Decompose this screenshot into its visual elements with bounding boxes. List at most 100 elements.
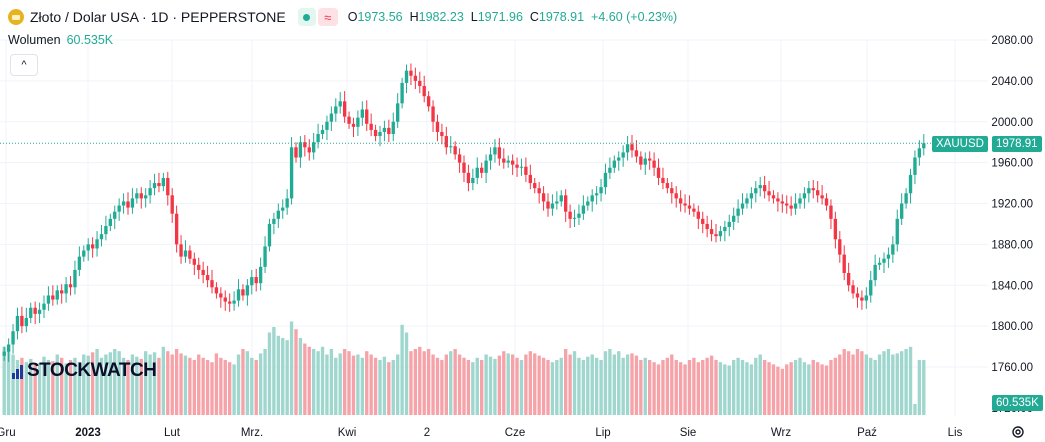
- time-tick-label: Gru: [0, 427, 16, 439]
- candle-body: [126, 201, 130, 208]
- volume-bar: [449, 351, 453, 415]
- candle-body: [312, 142, 316, 153]
- volume-bar: [528, 351, 532, 415]
- volume-bar: [550, 362, 555, 415]
- candle-body: [435, 121, 440, 132]
- candle-body: [652, 160, 656, 168]
- volume-tag: 60.535K: [992, 395, 1043, 411]
- volume-bar: [798, 357, 802, 415]
- candle-body: [188, 250, 192, 259]
- candle-body: [590, 195, 594, 202]
- candle-body: [316, 134, 320, 143]
- volume-bar: [639, 360, 643, 415]
- volume-bar: [46, 360, 51, 415]
- candle-body: [480, 167, 484, 173]
- volume-bar: [356, 354, 360, 415]
- candle-body: [276, 210, 280, 219]
- candle-body: [289, 147, 294, 199]
- candle-body: [608, 167, 612, 173]
- volume-bar: [37, 363, 42, 415]
- candle-body: [391, 121, 395, 135]
- volume-bar: [692, 357, 696, 415]
- volume-bar: [86, 355, 90, 415]
- candle-body: [117, 205, 121, 212]
- volume-bar: [329, 349, 334, 415]
- volume-bar: [895, 353, 899, 415]
- price-tick-label: 1800.00: [991, 321, 1033, 333]
- candle-body: [334, 106, 338, 114]
- symbol-title[interactable]: Złoto / Dolar USA · 1D · PEPPERSTONE: [30, 9, 286, 25]
- volume-bar: [723, 364, 727, 415]
- volume-bar: [281, 338, 285, 415]
- volume-bar: [418, 346, 422, 415]
- volume-bar: [55, 354, 59, 415]
- candle-body: [714, 234, 718, 237]
- time-axis: Gru 2023 Lut Mrz. Kwi 2 Cze Lip Sie Wrz Paź Lis: [0, 427, 963, 439]
- volume-bar: [687, 360, 692, 415]
- candle-body: [838, 239, 842, 255]
- volume-bar: [617, 351, 621, 415]
- time-tick-label: Cze: [505, 427, 525, 439]
- volume-bar: [488, 356, 493, 415]
- market-status-icon[interactable]: [297, 8, 316, 26]
- price-tick-label: 1920.00: [991, 199, 1033, 211]
- volume-bar: [767, 362, 771, 415]
- volume-bar: [811, 360, 815, 415]
- time-tick-label: Lip: [595, 427, 610, 439]
- candle-body: [365, 109, 369, 124]
- open-value: 1973.56: [357, 10, 403, 24]
- volume-bar: [396, 354, 400, 415]
- volume-bar: [502, 351, 506, 415]
- volume-bar: [11, 354, 15, 415]
- volume-bar: [780, 368, 784, 415]
- candle-body: [762, 185, 767, 192]
- volume-bar: [586, 356, 590, 415]
- collapse-button[interactable]: ^: [10, 54, 38, 76]
- volume-bar: [749, 364, 754, 415]
- volume-bar: [776, 366, 780, 415]
- candle-body: [484, 160, 488, 173]
- volume-bar: [183, 355, 188, 415]
- volume-bar: [625, 354, 630, 415]
- volume-bar: [24, 362, 28, 415]
- candle-body: [285, 198, 289, 208]
- candle-body: [33, 307, 37, 314]
- wave-icon[interactable]: ≈: [317, 8, 338, 26]
- candle-body: [674, 193, 678, 199]
- volume-bar: [166, 351, 170, 415]
- volume-bar: [882, 351, 886, 415]
- candle-body: [409, 70, 413, 76]
- volume-bar: [678, 362, 683, 415]
- candle-body: [471, 177, 475, 184]
- volume-bar: [555, 360, 559, 415]
- volume-bar: [453, 349, 457, 415]
- gear-icon[interactable]: [1010, 424, 1026, 440]
- volume-bar: [267, 332, 272, 415]
- volume-bar: [510, 354, 515, 415]
- volume-bar: [104, 354, 108, 415]
- candle-body: [161, 177, 166, 187]
- volume-bar: [121, 357, 126, 415]
- candle-body: [736, 208, 740, 216]
- volume-bar: [276, 335, 280, 415]
- candle-body: [166, 177, 170, 196]
- candle-body: [95, 239, 99, 249]
- volume-bar: [785, 364, 789, 415]
- candle-body: [895, 218, 899, 245]
- volume-bar: [824, 365, 829, 415]
- candle-body: [913, 157, 917, 175]
- time-tick-label: Sie: [680, 427, 697, 439]
- volume-bar: [73, 357, 77, 415]
- candle-body: [891, 244, 895, 255]
- candle-body: [449, 146, 453, 148]
- volume-bar: [369, 354, 373, 415]
- candle-body: [418, 80, 422, 86]
- volume-bar: [541, 357, 546, 415]
- volume-bar: [210, 362, 214, 415]
- volume-bar: [223, 360, 227, 415]
- volume-bars: [2, 321, 926, 415]
- candle-body: [869, 280, 873, 296]
- volume-bar: [435, 357, 440, 415]
- volume-bar: [139, 358, 143, 415]
